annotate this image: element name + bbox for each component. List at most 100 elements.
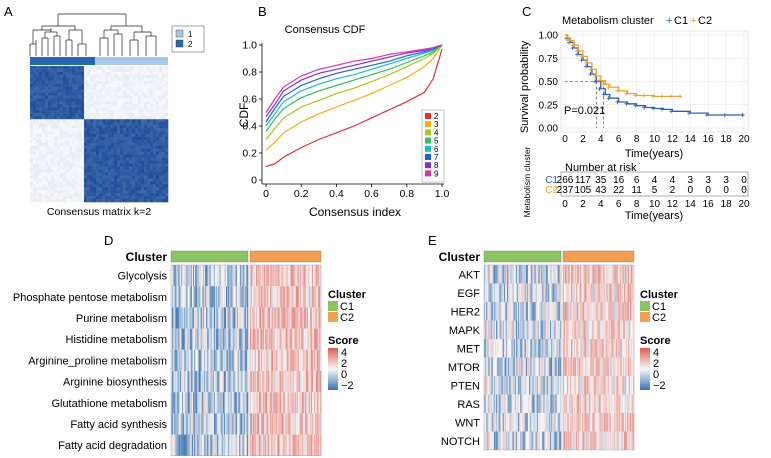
- heat-cell: [261, 392, 263, 414]
- heat-cell: [285, 349, 287, 371]
- heat-cell: [499, 339, 501, 358]
- matrix-cell: [84, 184, 88, 188]
- matrix-cell: [69, 181, 73, 185]
- heat-cell: [174, 392, 176, 414]
- heat-cell: [520, 413, 522, 432]
- heat-cell: [299, 265, 301, 287]
- matrix-cell: [66, 80, 70, 85]
- heat-cell: [568, 357, 570, 376]
- matrix-cell: [138, 190, 142, 194]
- matrix-cell: [63, 74, 67, 79]
- heat-cell: [546, 283, 549, 302]
- heat-cell: [195, 286, 197, 308]
- heat-cell: [543, 431, 545, 450]
- matrix-cell: [39, 145, 43, 150]
- heat-cell: [281, 371, 283, 393]
- heat-cell: [259, 392, 261, 414]
- matrix-cell: [159, 154, 163, 158]
- heat-cell: [497, 413, 499, 432]
- heat-cell: [541, 283, 543, 302]
- heat-cell: [519, 320, 521, 339]
- matrix-cell: [42, 66, 46, 70]
- heat-cell: [509, 357, 511, 376]
- matrix-cell: [66, 187, 70, 191]
- heat-cell: [180, 371, 183, 393]
- heat-cell: [593, 265, 595, 284]
- heat-cell: [556, 394, 558, 413]
- matrix-cell: [159, 178, 163, 182]
- heat-cell: [587, 283, 589, 302]
- heat-cell: [522, 283, 524, 302]
- heat-cell: [266, 286, 268, 308]
- matrix-cell: [141, 142, 145, 147]
- matrix-cell: [156, 71, 160, 76]
- matrix-cell: [96, 181, 100, 185]
- matrix-cell: [54, 110, 58, 114]
- heat-cell: [255, 349, 257, 371]
- matrix-cell: [57, 128, 61, 132]
- heat-cell: [499, 357, 501, 376]
- heat-cell: [550, 376, 552, 395]
- matrix-cell: [51, 187, 55, 191]
- matrix-cell: [117, 172, 121, 176]
- matrix-cell: [138, 134, 142, 138]
- heat-cell: [286, 307, 288, 329]
- matrix-cell: [123, 193, 127, 197]
- matrix-cell: [147, 110, 151, 114]
- heat-cell: [270, 265, 272, 287]
- heat-cell: [293, 349, 295, 371]
- heat-cell: [487, 376, 489, 395]
- heat-cell: [218, 265, 220, 287]
- matrix-cell: [159, 157, 163, 161]
- heat-cell: [270, 392, 272, 414]
- heat-cell: [623, 376, 626, 395]
- matrix-cell: [33, 160, 37, 164]
- matrix-cell: [90, 95, 94, 99]
- heat-cell: [502, 357, 505, 376]
- matrix-cell: [96, 113, 100, 117]
- heat-cell: [618, 320, 621, 339]
- matrix-cell: [102, 95, 106, 99]
- heat-cell: [176, 349, 178, 371]
- heat-cell: [274, 307, 276, 329]
- matrix-cell: [108, 89, 112, 93]
- heat-cell: [597, 320, 599, 339]
- matrix-cell: [57, 175, 61, 179]
- heat-cell: [186, 349, 188, 371]
- heat-cell: [224, 392, 227, 414]
- heat-cell: [497, 265, 499, 284]
- matrix-cell: [57, 122, 61, 126]
- heat-cell: [302, 413, 304, 435]
- matrix-cell: [45, 160, 49, 164]
- heat-cell: [528, 376, 530, 395]
- matrix-cell: [75, 181, 79, 185]
- heat-cell: [521, 394, 523, 413]
- heat-cell: [492, 302, 495, 321]
- heat-cell: [616, 302, 619, 321]
- heat-cell: [608, 339, 610, 358]
- matrix-cell: [36, 74, 40, 79]
- heat-cell: [186, 307, 188, 329]
- heat-cell: [226, 328, 228, 350]
- matrix-cell: [105, 92, 109, 96]
- heat-cell: [488, 320, 490, 339]
- heat-cell: [597, 394, 599, 413]
- matrix-cell: [150, 136, 154, 141]
- consensus-matrix: [30, 66, 169, 203]
- panel-d-legend-c2-swatch: [328, 312, 338, 322]
- heat-cell: [519, 413, 521, 432]
- matrix-cell: [144, 98, 148, 102]
- matrix-cell: [36, 196, 40, 200]
- matrix-cell: [45, 125, 49, 129]
- heat-cell: [302, 286, 304, 308]
- heat-cell: [525, 394, 528, 413]
- heat-cell: [605, 357, 607, 376]
- matrix-cell: [165, 154, 169, 158]
- matrix-cell: [93, 116, 97, 120]
- matrix-cell: [141, 66, 145, 70]
- heat-cell: [619, 283, 622, 302]
- heat-cell: [514, 283, 517, 302]
- heat-cell: [224, 413, 227, 435]
- matrix-cell: [132, 116, 136, 120]
- heat-cell: [555, 413, 557, 432]
